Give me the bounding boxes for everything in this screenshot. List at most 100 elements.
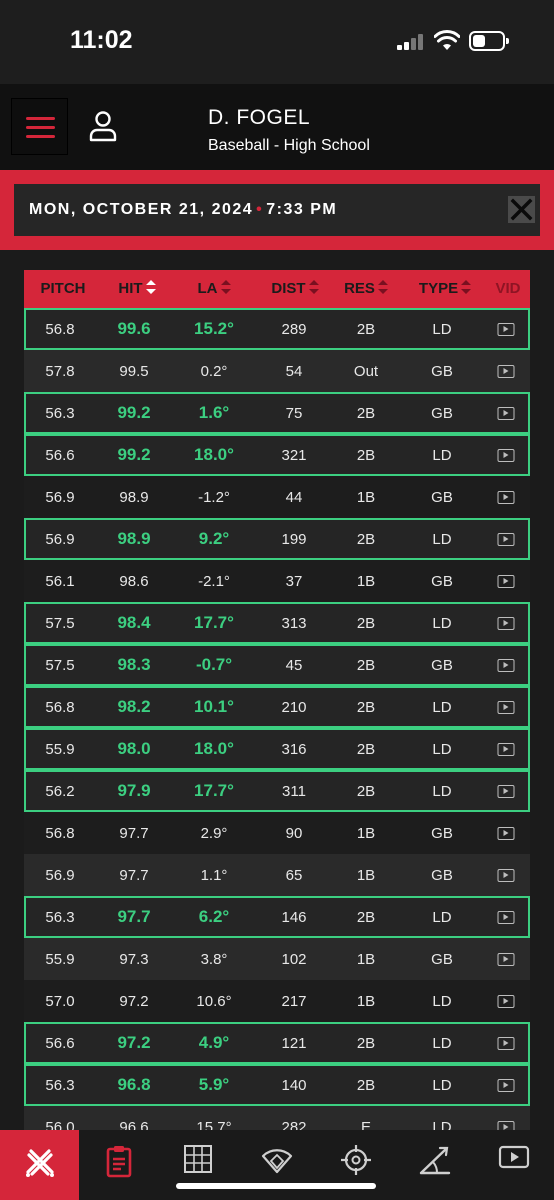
video-button[interactable] [497,1024,515,1062]
table-row[interactable]: 56.3 96.8 5.9° 140 2B LD [24,1064,530,1106]
cell-type: LD [432,614,452,632]
cell-type: LD [432,740,452,758]
nav-strike-zone[interactable] [158,1130,237,1200]
nav-target[interactable] [316,1130,395,1200]
table-row[interactable]: 56.8 98.2 10.1° 210 2B LD [24,686,530,728]
column-header-la[interactable]: LA [190,270,238,308]
cell-la: 0.2° [200,362,228,380]
cell-la: 6.2° [198,907,230,926]
video-button[interactable] [497,688,515,726]
video-button[interactable] [497,646,515,684]
table-row[interactable]: 56.3 99.2 1.6° 75 2B GB [24,392,530,434]
video-button[interactable] [497,898,515,936]
menu-button[interactable] [11,98,68,155]
video-button[interactable] [497,476,515,518]
cell-pitch: 56.9 [45,530,75,548]
cell-res: 1B [356,488,376,506]
cell-hit: 97.7 [119,866,149,884]
table-row[interactable]: 56.9 98.9 -1.2° 44 1B GB [24,476,530,518]
table-row[interactable]: 56.8 97.7 2.9° 90 1B GB [24,812,530,854]
video-button[interactable] [497,604,515,642]
table-row[interactable]: 57.5 98.4 17.7° 313 2B LD [24,602,530,644]
column-header-pitch[interactable]: PITCH [40,280,86,297]
cell-hit: 98.9 [119,488,149,506]
cell-dist: 321 [281,446,307,464]
nav-summary[interactable] [79,1130,158,1200]
close-button[interactable] [508,196,535,223]
table-row[interactable]: 56.9 98.9 9.2° 199 2B LD [24,518,530,560]
video-button[interactable] [497,394,515,432]
video-button[interactable] [497,350,515,392]
video-button[interactable] [497,520,515,558]
battery-icon [469,31,509,51]
cell-pitch: 56.3 [45,404,75,422]
cell-dist: 282 [281,1118,307,1131]
table-row[interactable]: 55.9 97.3 3.8° 102 1B GB [24,938,530,980]
video-button[interactable] [497,436,515,474]
cell-type: LD [432,782,452,800]
cell-dist: 90 [285,824,303,842]
cell-res: 2B [356,656,376,674]
video-button[interactable] [497,772,515,810]
video-button[interactable] [497,812,515,854]
column-header-dist[interactable]: DIST [264,270,326,308]
cell-dist: 102 [281,950,307,968]
table-row[interactable]: 57.8 99.5 0.2° 54 Out GB [24,350,530,392]
cell-type: LD [432,1076,452,1094]
app-header: D. FOGEL Baseball - High School [0,84,554,170]
cell-type: GB [431,950,453,968]
home-indicator [176,1183,376,1189]
table-row[interactable]: 56.6 99.2 18.0° 321 2B LD [24,434,530,476]
cell-dist: 45 [285,656,303,674]
cell-res: 1B [356,824,376,842]
table-row[interactable]: 56.2 97.9 17.7° 311 2B LD [24,770,530,812]
nav-spray-chart[interactable] [237,1130,316,1200]
table-row[interactable]: 56.8 99.6 15.2° 289 2B LD [24,308,530,350]
nav-hitting[interactable] [0,1130,79,1200]
video-button[interactable] [497,310,515,348]
table-row[interactable]: 56.9 97.7 1.1° 65 1B GB [24,854,530,896]
hits-table[interactable]: PITCH HIT LA DIST RES TYPE VID 56.8 99.6 1… [0,250,554,1130]
play-video-icon [497,826,515,840]
table-row[interactable]: 57.0 97.2 10.6° 217 1B LD [24,980,530,1022]
profile-icon[interactable] [89,110,117,142]
session-separator: • [256,201,264,218]
column-header-hit[interactable]: HIT [106,270,168,308]
nav-launch-angle[interactable] [395,1130,474,1200]
cell-res: 2B [356,404,376,422]
video-button[interactable] [497,1066,515,1104]
column-header-res[interactable]: RES [340,270,392,308]
cell-res: 2B [356,530,376,548]
cell-pitch: 56.3 [45,908,75,926]
table-row[interactable]: 56.1 98.6 -2.1° 37 1B GB [24,560,530,602]
cell-pitch: 56.1 [45,572,75,590]
cell-type: LD [432,320,452,338]
cell-hit: 98.3 [117,655,151,674]
video-button[interactable] [497,854,515,896]
cell-type: GB [431,656,453,674]
play-video-icon [497,868,515,882]
table-row[interactable]: 56.0 96.6 15.7° 282 E LD [24,1106,530,1130]
play-video-icon [497,406,515,420]
table-row[interactable]: 56.3 97.7 6.2° 146 2B LD [24,896,530,938]
cell-type: GB [431,404,453,422]
table-row[interactable]: 57.5 98.3 -0.7° 45 2B GB [24,644,530,686]
video-button[interactable] [497,938,515,980]
video-button[interactable] [497,730,515,768]
cell-type: GB [431,362,453,380]
video-button[interactable] [497,560,515,602]
nav-video[interactable] [474,1130,553,1200]
cell-res: 1B [356,572,376,590]
cell-dist: 75 [285,404,303,422]
column-header-type[interactable]: TYPE [412,270,478,308]
crossed-bats-icon [25,1149,54,1177]
cell-la: -2.1° [198,572,230,590]
video-button[interactable] [497,1106,515,1130]
cell-hit: 98.2 [117,697,151,716]
video-button[interactable] [497,980,515,1022]
cell-dist: 316 [281,740,307,758]
table-row[interactable]: 56.6 97.2 4.9° 121 2B LD [24,1022,530,1064]
table-row[interactable]: 55.9 98.0 18.0° 316 2B LD [24,728,530,770]
sort-icon [377,280,388,295]
cell-hit: 99.6 [117,319,151,338]
